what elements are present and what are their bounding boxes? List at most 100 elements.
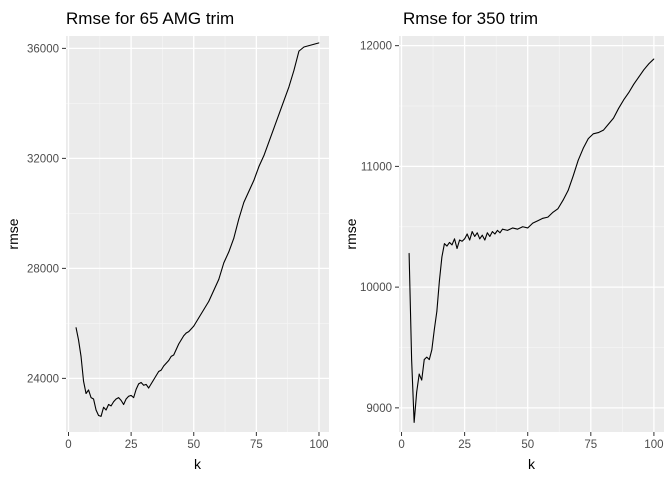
- data-point: [499, 232, 501, 234]
- data-point: [128, 395, 130, 397]
- x-tick-label: 50: [187, 439, 200, 451]
- series-line: [408, 58, 655, 423]
- data-point: [592, 133, 594, 135]
- data-point: [303, 46, 305, 48]
- data-point: [408, 252, 410, 254]
- data-point: [436, 310, 438, 312]
- data-point: [613, 117, 614, 119]
- data-point: [577, 159, 579, 161]
- data-point: [471, 231, 473, 232]
- data-point: [428, 359, 430, 360]
- data-point: [532, 222, 534, 224]
- data-point: [451, 244, 453, 246]
- data-point: [454, 238, 455, 240]
- data-point: [603, 129, 604, 131]
- data-point: [160, 369, 162, 371]
- data-point: [228, 251, 230, 253]
- data-point: [623, 99, 625, 101]
- data-point: [431, 349, 433, 351]
- data-point: [527, 227, 529, 229]
- data-point: [608, 123, 609, 125]
- data-point: [416, 391, 418, 393]
- data-point: [118, 397, 119, 399]
- data-point: [78, 339, 79, 341]
- y-axis-title: rmse: [5, 218, 21, 249]
- data-point: [120, 399, 122, 401]
- data-point: [557, 208, 559, 210]
- data-point: [484, 239, 486, 241]
- data-point: [263, 155, 265, 157]
- data-point: [145, 384, 147, 385]
- data-point: [193, 325, 195, 327]
- x-tick-label: 100: [644, 439, 663, 451]
- data-point: [512, 227, 513, 229]
- data-point: [170, 355, 172, 357]
- data-point: [203, 309, 205, 311]
- data-point: [123, 404, 125, 405]
- data-point: [423, 359, 425, 360]
- data-point: [618, 108, 619, 109]
- data-point: [198, 317, 200, 319]
- x-tick-label: 25: [125, 439, 138, 451]
- data-point: [293, 69, 295, 71]
- data-point: [582, 147, 584, 149]
- data-point: [233, 237, 235, 239]
- data-point: [597, 132, 599, 133]
- data-point: [628, 92, 630, 94]
- data-point: [175, 349, 177, 350]
- data-point: [653, 58, 655, 60]
- data-point: [643, 69, 645, 71]
- data-point: [298, 50, 300, 52]
- chart-title: Rmse for 350 trim: [403, 9, 538, 28]
- data-point: [542, 217, 544, 219]
- data-point: [143, 384, 145, 386]
- x-axis-title: k: [528, 456, 536, 472]
- data-point: [133, 397, 135, 399]
- data-point: [517, 228, 519, 230]
- data-point: [140, 382, 142, 383]
- data-point: [168, 360, 170, 361]
- y-axis-title: rmse: [343, 218, 359, 249]
- data-point: [456, 248, 458, 249]
- data-point: [438, 280, 440, 282]
- y-tick-label: 10000: [360, 282, 392, 294]
- data-point: [502, 228, 503, 230]
- data-point: [273, 127, 275, 129]
- data-point: [243, 201, 245, 203]
- data-point: [648, 63, 650, 65]
- data-point: [110, 405, 112, 407]
- data-point: [148, 387, 150, 389]
- data-point: [115, 398, 117, 400]
- data-point: [479, 238, 481, 240]
- chart-title: Rmse for 65 AMG trim: [66, 9, 234, 28]
- data-point: [494, 233, 496, 235]
- y-tick-label: 36000: [27, 43, 59, 55]
- data-point: [138, 383, 140, 385]
- data-point: [547, 216, 549, 218]
- data-point: [75, 327, 77, 328]
- data-point: [173, 354, 175, 356]
- data-point: [288, 86, 290, 88]
- data-point: [183, 335, 185, 337]
- data-point: [497, 229, 498, 231]
- data-point: [469, 239, 471, 241]
- chart-panel-1: 0 25 50 75 100 24000 28000 32000 36000 Rmse for 6…: [5, 9, 329, 472]
- y-tick-label: 12000: [360, 41, 392, 53]
- data-point: [190, 328, 192, 330]
- x-axis-title: k: [194, 456, 202, 472]
- data-point: [413, 421, 415, 423]
- data-point: [489, 236, 491, 237]
- data-point: [88, 389, 89, 391]
- data-point: [426, 356, 428, 358]
- x-tick-label: 75: [584, 439, 597, 451]
- data-point: [188, 331, 190, 333]
- x-tick-label: 50: [521, 439, 534, 451]
- data-point: [537, 220, 539, 222]
- data-point: [223, 262, 225, 264]
- plot-background: [399, 36, 664, 432]
- data-point: [441, 256, 443, 258]
- data-point: [248, 190, 250, 192]
- data-point: [418, 373, 420, 375]
- data-point: [213, 289, 215, 291]
